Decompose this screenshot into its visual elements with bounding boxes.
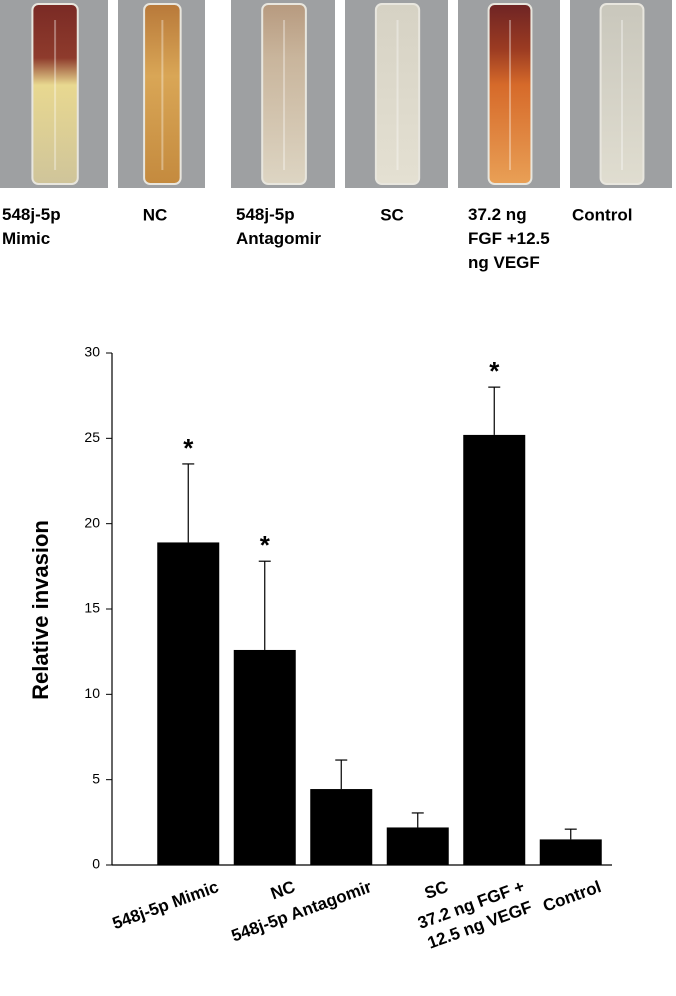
x-tick-label: SC [422, 877, 451, 903]
y-axis-label: Relative invasion [28, 520, 53, 700]
y-tick-label: 10 [84, 685, 100, 701]
bar [310, 789, 373, 865]
y-tick-label: 30 [84, 344, 100, 360]
tube [374, 3, 421, 185]
y-tick-label: 5 [92, 770, 100, 786]
photo-label: NC [143, 205, 168, 224]
tube [487, 3, 533, 185]
bar [157, 542, 220, 865]
tube [599, 3, 645, 185]
x-tick-label: 548j-5p Antagomir [229, 877, 375, 945]
bar [233, 649, 296, 865]
photo-label: 37.2 ng FGF +12.5 ng VEGF [468, 205, 550, 272]
significance-marker: * [489, 356, 500, 386]
chart: Relative invasion 0 5 10 15 20 25 30 * 548j-5p M… [28, 344, 612, 953]
significance-marker: * [183, 433, 194, 463]
y-tick-label: 25 [84, 429, 100, 445]
significance-marker: * [260, 530, 271, 560]
photo-label: SC [380, 205, 404, 224]
tube [261, 3, 307, 185]
bar [463, 434, 526, 865]
photo-panel: 548j-5p Mimic NC 548j-5p Antagomir SC 37.2 ng F… [0, 0, 672, 272]
x-tick-label: NC [268, 877, 298, 903]
photo-label: 548j-5p Mimic [2, 205, 61, 248]
bar [539, 839, 602, 865]
y-tick-label: 15 [84, 600, 100, 616]
bar [386, 827, 449, 865]
photo-label: Control [572, 205, 632, 224]
x-tick-label: Control [540, 877, 603, 916]
x-tick-label: 548j-5p Mimic [110, 877, 221, 933]
tube [31, 3, 79, 185]
photo-label: 548j-5p Antagomir [236, 205, 321, 248]
y-tick-label: 0 [92, 856, 100, 872]
y-tick-label: 20 [84, 514, 100, 530]
tube [143, 3, 182, 185]
